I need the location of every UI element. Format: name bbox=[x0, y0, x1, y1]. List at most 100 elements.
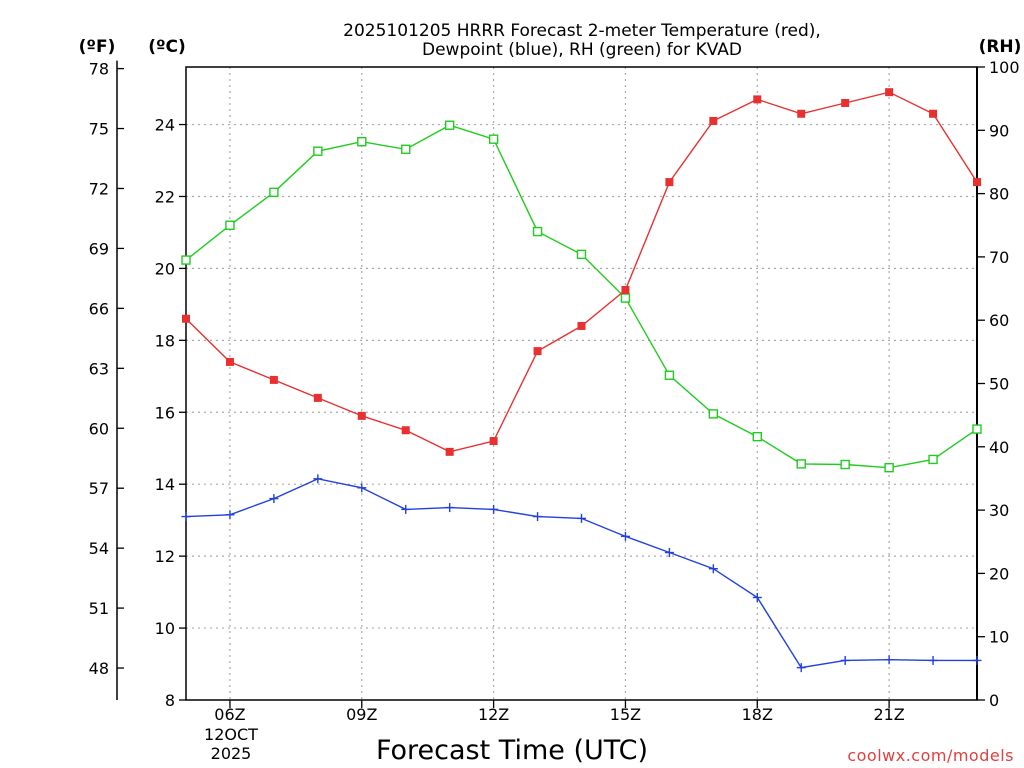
fahrenheit-tick-label: 57 bbox=[89, 479, 109, 498]
celsius-tick-label: 14 bbox=[155, 475, 175, 494]
rh-point bbox=[928, 454, 938, 465]
fahrenheit-tick-label: 48 bbox=[89, 659, 109, 678]
dewpoint-point bbox=[884, 655, 894, 665]
rh-point bbox=[444, 120, 455, 130]
temperature-point bbox=[753, 95, 762, 104]
plot-frame bbox=[185, 66, 978, 701]
rh-tick-label: 10 bbox=[989, 628, 1009, 647]
rh-point bbox=[225, 220, 235, 230]
series-line-temperature bbox=[185, 91, 978, 453]
celsius-tick-label: 22 bbox=[155, 187, 175, 206]
dewpoint-point bbox=[796, 663, 806, 673]
rh-tick-label: 80 bbox=[989, 185, 1009, 204]
rh-tick-label: 90 bbox=[989, 121, 1009, 140]
celsius-tick-label: 8 bbox=[165, 691, 175, 710]
rh-point bbox=[576, 249, 587, 260]
rh-point bbox=[401, 144, 411, 154]
rh-tick-label: 50 bbox=[989, 375, 1009, 394]
rh-point bbox=[796, 459, 806, 469]
x-tick-label: 12Z bbox=[478, 705, 509, 724]
rh-tick-label: 0 bbox=[989, 691, 999, 710]
rh-point bbox=[269, 187, 279, 198]
dewpoint-point bbox=[445, 503, 455, 513]
x-tick-label: 21Z bbox=[873, 705, 904, 724]
rh-tick-label: 30 bbox=[989, 501, 1009, 520]
rh-tick-label: 100 bbox=[989, 58, 1020, 77]
fahrenheit-unit-label: (ºF) bbox=[79, 37, 116, 57]
rh-unit-label: (RH) bbox=[979, 37, 1022, 57]
rh-point bbox=[840, 459, 850, 470]
rh-point bbox=[884, 462, 894, 473]
temperature-point bbox=[797, 109, 806, 118]
dewpoint-point bbox=[181, 512, 191, 522]
rh-point bbox=[181, 255, 191, 265]
dewpoint-point bbox=[620, 531, 630, 541]
temperature-point bbox=[665, 178, 674, 187]
date-label-year: 2025 bbox=[211, 744, 252, 763]
rh-point bbox=[708, 409, 719, 419]
temperature-point bbox=[445, 447, 454, 456]
rh-tick-label: 70 bbox=[989, 248, 1009, 267]
rh-point bbox=[664, 370, 675, 380]
fahrenheit-tick-label: 69 bbox=[89, 239, 109, 258]
rh-point bbox=[620, 293, 631, 303]
axes: 06Z 09Z 12Z 15Z 18Z 21Z 8 10 12 14 16 18 20 22 24 48 51 5… bbox=[89, 58, 1020, 724]
series-line-dewpoint bbox=[185, 478, 977, 669]
rh-point bbox=[752, 431, 762, 442]
fahrenheit-tick-label: 54 bbox=[89, 539, 109, 558]
credit-label[interactable]: coolwx.com/models bbox=[847, 746, 1014, 765]
temperature-point bbox=[401, 426, 410, 435]
temperature-point bbox=[885, 88, 894, 97]
dewpoint-point bbox=[313, 474, 323, 484]
temperature-point bbox=[577, 321, 586, 330]
temperature-point bbox=[182, 314, 190, 323]
rh-point bbox=[488, 134, 499, 144]
temperature-point bbox=[489, 437, 498, 446]
series-line-rh bbox=[185, 124, 978, 469]
chart-title: 2025101205 HRRR Forecast 2-meter Tempera… bbox=[343, 21, 821, 41]
dewpoint-point bbox=[928, 655, 938, 665]
x-tick-label: 09Z bbox=[346, 705, 377, 724]
dewpoint-point bbox=[225, 510, 235, 520]
dewpoint-point bbox=[269, 494, 279, 504]
x-tick-label: 15Z bbox=[610, 705, 641, 724]
fahrenheit-tick-label: 78 bbox=[89, 60, 109, 79]
celsius-tick-label: 18 bbox=[155, 331, 175, 350]
dewpoint-point bbox=[840, 655, 850, 665]
date-label-month: 12OCT bbox=[204, 725, 258, 744]
rh-point bbox=[313, 146, 323, 156]
temperature-point bbox=[841, 98, 850, 107]
temperature-point bbox=[533, 347, 542, 356]
rh-tick-label: 60 bbox=[989, 311, 1009, 330]
chart-subtitle: Dewpoint (blue), RH (green) for KVAD bbox=[422, 40, 742, 60]
celsius-tick-label: 10 bbox=[155, 619, 175, 638]
celsius-tick-label: 20 bbox=[155, 259, 175, 278]
fahrenheit-tick-label: 60 bbox=[89, 419, 109, 438]
celsius-tick-label: 12 bbox=[155, 547, 175, 566]
dewpoint-point bbox=[577, 513, 586, 523]
dewpoint-point bbox=[357, 483, 367, 493]
temperature-point bbox=[269, 375, 278, 384]
temperature-point bbox=[621, 285, 630, 294]
dewpoint-point bbox=[533, 512, 543, 522]
fahrenheit-tick-label: 66 bbox=[89, 299, 109, 318]
temperature-point bbox=[357, 411, 366, 420]
rh-tick-label: 20 bbox=[989, 564, 1009, 583]
dewpoint-point bbox=[752, 592, 762, 602]
rh-tick-label: 40 bbox=[989, 438, 1009, 457]
dewpoint-point bbox=[489, 504, 499, 514]
dewpoint-point bbox=[664, 548, 674, 558]
fahrenheit-tick-label: 72 bbox=[89, 179, 109, 198]
fahrenheit-tick-label: 75 bbox=[89, 120, 109, 139]
fahrenheit-tick-label: 51 bbox=[89, 599, 109, 618]
celsius-tick-label: 16 bbox=[155, 403, 175, 422]
fahrenheit-tick-label: 63 bbox=[89, 359, 109, 378]
rh-point bbox=[357, 136, 367, 147]
x-tick-label: 18Z bbox=[742, 705, 773, 724]
temperature-point bbox=[225, 357, 234, 366]
series-layer bbox=[181, 88, 982, 673]
temperature-point bbox=[709, 116, 718, 125]
x-tick-label: 06Z bbox=[214, 705, 245, 724]
gridlines bbox=[186, 67, 977, 700]
celsius-tick-label: 24 bbox=[155, 116, 175, 135]
